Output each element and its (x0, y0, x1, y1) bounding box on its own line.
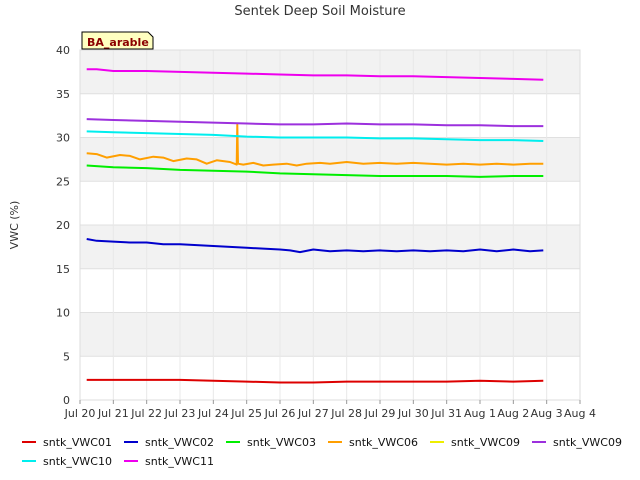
legend-item: sntk_VWC06 (328, 436, 418, 449)
series-line-sntk-vwc03 (86, 164, 544, 178)
series-line-sntk-vwc02 (86, 238, 544, 254)
series-line-sntk-vwc01 (86, 378, 544, 384)
band (80, 225, 580, 269)
x-tick-label: Aug 3 (531, 407, 563, 420)
legend-item: sntk_VWC09 (532, 436, 622, 449)
x-axis-ticks: Jul 20 Jul 21 Jul 22 Jul 23 Jul 24 Jul 25 Jul … (64, 400, 596, 420)
chart-title: Sentek Deep Soil Moisture (234, 4, 405, 19)
x-tick-label: Aug 4 (564, 407, 596, 420)
legend-item: sntk_VWC11 (124, 455, 214, 468)
legend: sntk_VWC01 sntk_VWC02 sntk_VWC03 sntk_VWC06… (22, 436, 622, 468)
x-tick-label: Jul 30 (397, 407, 429, 420)
y-axis-label: VWC (%) (8, 201, 21, 250)
x-tick-label: Jul 28 (330, 407, 362, 420)
x-tick-label: Jul 29 (364, 407, 396, 420)
legend-item: sntk_VWC01 (22, 436, 112, 449)
band (80, 312, 580, 357)
x-tick-label: Jul 21 (97, 407, 129, 420)
legend-label: sntk_VWC03 (247, 436, 316, 449)
site-tag-box (81, 31, 154, 50)
x-tick-label: Jul 22 (130, 407, 162, 420)
legend-label: sntk_VWC10 (43, 455, 112, 468)
x-tick-label: Aug 2 (497, 407, 529, 420)
plot-border (79, 49, 581, 401)
series-line-sntk-vwc06 (86, 123, 544, 167)
y-tick-label: 35 (56, 88, 70, 101)
legend-item: sntk_VWC02 (124, 436, 214, 449)
y-tick-label: 40 (56, 44, 70, 57)
x-tick-label: Jul 27 (297, 407, 329, 420)
x-tick-label: Jul 25 (230, 407, 262, 420)
y-tick-label: 15 (56, 263, 70, 276)
legend-label: sntk_VWC11 (145, 455, 214, 468)
x-tick-label: Jul 23 (164, 407, 196, 420)
x-tick-label: Aug 1 (464, 407, 496, 420)
legend-item: sntk_VWC03 (226, 436, 316, 449)
legend-label: sntk_VWC09 (553, 436, 622, 449)
legend-label: sntk_VWC02 (145, 436, 214, 449)
series-line-sntk-vwc10 (86, 130, 544, 142)
y-tick-label: 30 (56, 132, 70, 145)
y-tick-label: 5 (63, 350, 70, 363)
legend-label: sntk_VWC06 (349, 436, 418, 449)
site-tag-label: BA_arable (87, 36, 149, 49)
x-tick-label: Jul 24 (197, 407, 229, 420)
y-axis-ticks: 0 5 10 15 20 25 30 35 40 (56, 44, 70, 407)
legend-label: sntk_VWC01 (43, 436, 112, 449)
y-tick-label: 0 (63, 394, 70, 407)
x-tick-label: Jul 20 (64, 407, 96, 420)
series-lines (86, 68, 544, 384)
grid (79, 49, 581, 401)
legend-label: sntk_VWC09 (451, 436, 520, 449)
y-tick-label: 10 (56, 307, 70, 320)
y-tick-label: 25 (56, 175, 70, 188)
x-tick-label: Jul 31 (430, 407, 462, 420)
y-tick-label: 20 (56, 219, 70, 232)
series-line-sntk-vwc11 (86, 68, 544, 81)
legend-item: sntk_VWC09 (430, 436, 520, 449)
series-line-sntk-vwc09 (86, 118, 544, 128)
x-tick-label: Jul 26 (264, 407, 296, 420)
site-tag: BA_arable (81, 31, 154, 50)
legend-item: sntk_VWC10 (22, 455, 112, 468)
